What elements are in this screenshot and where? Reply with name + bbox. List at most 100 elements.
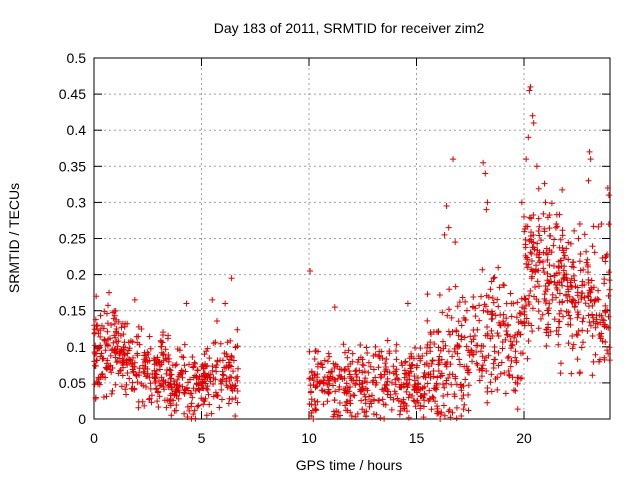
scatter-point (549, 296, 556, 303)
scatter-point (106, 289, 113, 296)
scatter-point (456, 361, 463, 368)
scatter-point (331, 304, 338, 311)
scatter-point (308, 369, 315, 376)
scatter-point (218, 396, 225, 403)
scatter-point (370, 366, 377, 373)
scatter-point (443, 360, 450, 367)
scatter-point (435, 367, 442, 374)
scatter-point (495, 264, 502, 271)
scatter-point (586, 148, 593, 155)
scatter-point (546, 262, 553, 269)
scatter-point (346, 400, 353, 407)
scatter-point (154, 389, 161, 396)
scatter-point (527, 288, 534, 295)
scatter-point (600, 317, 607, 324)
scatter-point (424, 317, 431, 324)
scatter-point (414, 374, 421, 381)
scatter-point (104, 366, 111, 373)
scatter-point (330, 408, 337, 415)
scatter-point (184, 414, 191, 421)
scatter-point (536, 283, 543, 290)
scatter-point (234, 326, 241, 333)
scatter-point (589, 372, 596, 379)
scatter-point (224, 353, 231, 360)
scatter-point (575, 299, 582, 306)
scatter-point (310, 416, 317, 422)
scatter-point (157, 337, 164, 344)
scatter-point (118, 383, 125, 390)
scatter-point (452, 239, 459, 246)
scatter-point (122, 386, 129, 393)
scatter-point (342, 349, 349, 356)
scatter-point (516, 309, 523, 316)
scatter-point (141, 402, 148, 409)
scatter-point (364, 387, 371, 394)
scatter-point (412, 383, 419, 390)
scatter-point (100, 355, 107, 362)
scatter-point (318, 387, 325, 394)
scatter-point (195, 381, 202, 388)
scatter-point (453, 328, 460, 335)
scatter-point (93, 293, 100, 300)
scatter-point (179, 374, 186, 381)
scatter-point (502, 336, 509, 343)
scatter-point (450, 156, 457, 163)
scatter-point (336, 400, 343, 407)
scatter-point (505, 321, 512, 328)
scatter-point (595, 223, 602, 230)
scatter-point (508, 345, 515, 352)
scatter-point (158, 349, 165, 356)
scatter-point (347, 361, 354, 368)
scatter-point (158, 343, 165, 350)
scatter-point (190, 363, 197, 370)
scatter-point (338, 366, 345, 373)
y-tick-label: 0 (78, 411, 86, 427)
scatter-point (353, 371, 360, 378)
scatter-point (361, 378, 368, 385)
scatter-point (521, 228, 528, 235)
scatter-point (495, 332, 502, 339)
scatter-point (533, 251, 540, 258)
scatter-point (441, 384, 448, 391)
scatter-point (208, 410, 215, 417)
scatter-point (168, 375, 175, 382)
scatter-point (461, 334, 468, 341)
scatter-point (465, 391, 472, 398)
scatter-point (581, 294, 588, 301)
scatter-point (130, 354, 137, 361)
scatter-point (219, 376, 226, 383)
scatter-point (195, 402, 202, 409)
scatter-point (587, 322, 594, 329)
scatter-point (575, 328, 582, 335)
scatter-point (156, 393, 163, 400)
y-tick-label: 0.1 (67, 339, 87, 355)
scatter-point (445, 408, 452, 415)
scatter-point (549, 291, 556, 298)
scatter-point (445, 348, 452, 355)
scatter-point (550, 242, 557, 249)
scatter-point (458, 412, 465, 419)
scatter-point (344, 354, 351, 361)
scatter-point (417, 405, 424, 412)
scatter-point (403, 408, 410, 415)
scatter-point (529, 328, 536, 335)
scatter-point (561, 274, 568, 281)
scatter-point (375, 364, 382, 371)
scatter-point (93, 357, 100, 364)
scatter-point (407, 365, 414, 372)
scatter-point (589, 311, 596, 318)
scatter-point (571, 303, 578, 310)
scatter-point (462, 376, 469, 383)
scatter-point (534, 278, 541, 285)
tick-layer: 0 0.05 0.1 0.15 0.2 0.25 0.3 0.35 0.4 0.45 0.5 0 5 10… (59, 50, 610, 446)
scatter-point (210, 374, 217, 381)
scatter-point (556, 318, 563, 325)
scatter-point (372, 343, 379, 350)
scatter-point (583, 248, 590, 255)
scatter-point (342, 385, 349, 392)
scatter-point (213, 391, 220, 398)
scatter-point (497, 311, 504, 318)
scatter-point (570, 272, 577, 279)
scatter-point (392, 381, 399, 388)
scatter-point (424, 291, 431, 298)
